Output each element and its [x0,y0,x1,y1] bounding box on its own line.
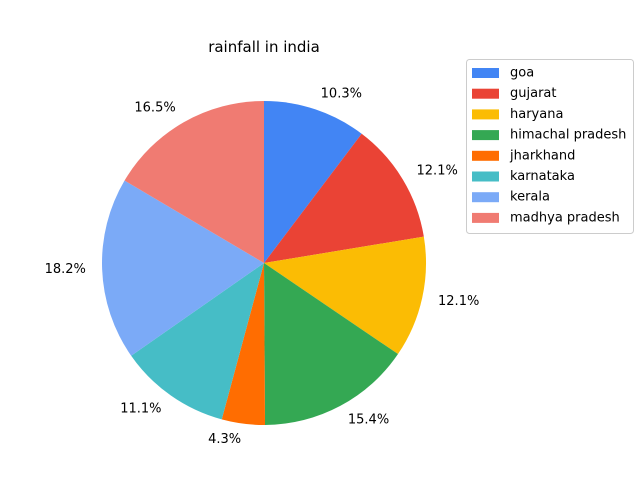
pie-slices [102,101,426,426]
legend-label-goa: goa [510,66,534,81]
legend-swatch-madhya-pradesh [472,212,499,223]
legend-swatch-haryana [472,109,499,120]
chart-title: rainfall in india [208,38,320,56]
pie-slice-himachal-pradesh [264,263,398,425]
pie-slice-goa [264,101,362,263]
legend-entries: goa gujarat haryana himachal pradesh jharkha… [472,66,626,225]
percent-label-jharkhand: 4.3% [208,432,241,447]
legend-label-kerala: kerala [510,190,550,205]
percent-label-haryana: 12.1% [438,294,479,309]
pie-slice-jharkhand [221,263,266,426]
percent-label-gujarat: 12.1% [417,163,458,178]
pie-slice-gujarat [264,133,424,263]
pie-slice-kerala [102,180,265,356]
legend-label-haryana: haryana [510,107,563,122]
legend-label-karnataka: karnataka [510,169,575,184]
legend-swatch-goa [472,68,499,78]
legend-swatch-karnataka [472,171,499,182]
legend: goa gujarat haryana himachal pradesh jharkha… [466,59,634,234]
legend-frame [466,59,634,234]
pie-slice-haryana [264,236,426,355]
legend-label-jharkhand: jharkhand [509,148,575,163]
legend-label-gujarat: gujarat [510,86,556,101]
legend-swatch-jharkhand [472,150,499,161]
percent-label-himachal-pradesh: 15.4% [348,413,389,428]
legend-swatch-kerala [472,192,499,203]
legend-swatch-himachal-pradesh [472,130,499,141]
pie-slice-karnataka [131,263,264,420]
legend-label-himachal-pradesh: himachal pradesh [510,128,626,143]
percent-label-kerala: 18.2% [45,262,86,277]
percent-label-madhya-pradesh: 16.5% [134,101,175,116]
legend-label-madhya-pradesh: madhya pradesh [510,210,620,225]
percent-labels: 10.3% 12.1% 12.1% 15.4% 4.3% 11.1% 18.2% 16.5% [45,87,480,448]
legend-swatch-gujarat [472,88,499,99]
pie-slice-madhya-pradesh [124,101,264,263]
percent-label-goa: 10.3% [321,87,362,102]
percent-label-karnataka: 11.1% [120,401,161,416]
